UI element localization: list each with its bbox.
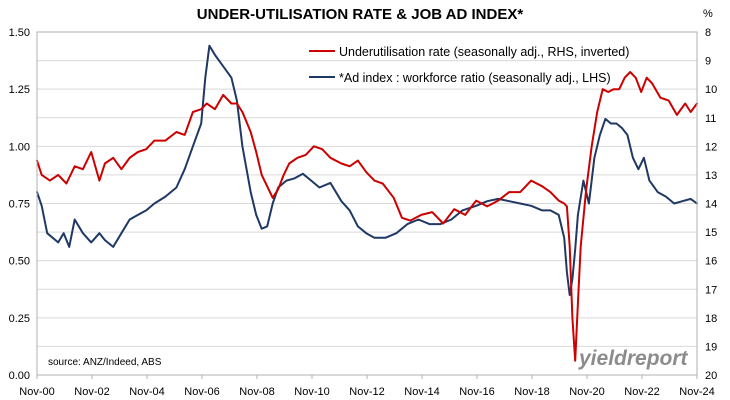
x-tick-label: Nov-06 (184, 386, 219, 398)
x-tick-label: Nov-24 (679, 386, 714, 398)
right-tick-label: 17 (705, 284, 717, 296)
left-tick-label: 0.00 (9, 370, 30, 382)
legend: Underutilisation rate (seasonally adj., … (309, 45, 629, 85)
brand-wordmark: yieldreport (578, 347, 689, 370)
series-line-underutilisation (36, 71, 698, 362)
right-tick-label: 14 (705, 199, 717, 211)
x-tick-label: Nov-04 (129, 386, 164, 398)
right-tick-label: 15 (705, 227, 717, 239)
x-axis-ticks: Nov-00 Nov-02 Nov-04 Nov-06 Nov-08 Nov-10 Nov-… (19, 375, 715, 398)
right-tick-label: 12 (705, 141, 717, 153)
right-tick-label: 9 (705, 56, 711, 68)
legend-label: *Ad index : workforce ratio (seasonally … (339, 71, 611, 85)
chart-title: UNDER-UTILISATION RATE & JOB AD INDEX* (197, 6, 524, 23)
left-tick-label: 1.00 (9, 141, 30, 153)
yieldreport-logo: yieldreport (578, 347, 689, 370)
x-tick-label: Nov-00 (19, 386, 54, 398)
x-tick-label: Nov-22 (624, 386, 659, 398)
right-tick-label: 18 (705, 313, 717, 325)
x-tick-label: Nov-10 (294, 386, 329, 398)
x-tick-label: Nov-14 (404, 386, 439, 398)
x-tick-label: Nov-02 (74, 386, 109, 398)
right-tick-label: 16 (705, 256, 717, 268)
series-line-ad-index (36, 44, 698, 296)
right-tick-label: 8 (705, 27, 711, 39)
right-tick-label: 19 (705, 341, 717, 353)
x-tick-label: Nov-16 (459, 386, 494, 398)
right-axis-ticks: 8 9 10 11 12 13 14 15 16 17 18 19 20 (705, 27, 717, 382)
x-tick-label: Nov-18 (514, 386, 549, 398)
left-tick-label: 1.50 (9, 27, 30, 39)
left-axis-ticks: 0.00 0.25 0.50 0.75 1.00 1.25 1.50 (9, 27, 30, 382)
right-axis-unit: % (703, 8, 713, 20)
left-tick-label: 0.25 (9, 313, 30, 325)
x-tick-label: Nov-20 (569, 386, 604, 398)
right-tick-label: 13 (705, 170, 717, 182)
right-tick-label: 11 (705, 113, 716, 125)
series-layer (36, 44, 698, 362)
left-tick-label: 0.50 (9, 256, 30, 268)
right-tick-label: 10 (705, 84, 717, 96)
left-tick-label: 0.75 (9, 199, 30, 211)
right-tick-label: 20 (705, 370, 717, 382)
x-tick-label: Nov-12 (349, 386, 384, 398)
legend-label: Underutilisation rate (seasonally adj., … (339, 45, 629, 59)
x-tick-label: Nov-08 (239, 386, 274, 398)
source-note: source: ANZ/Indeed, ABS (48, 357, 162, 368)
left-tick-label: 1.25 (9, 84, 30, 96)
